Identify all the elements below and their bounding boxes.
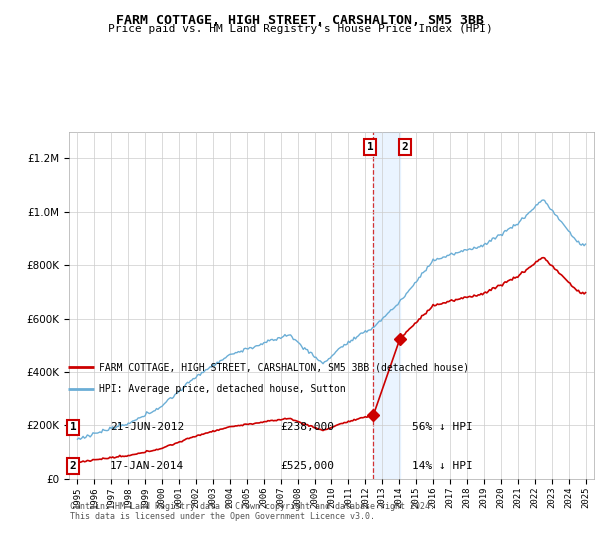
Text: 1: 1 [367, 142, 373, 152]
Text: 17-JAN-2014: 17-JAN-2014 [110, 461, 184, 471]
Text: 56% ↓ HPI: 56% ↓ HPI [412, 422, 473, 432]
Bar [373, 132, 400, 479]
Text: HPI: Average price, detached house, Sutton: HPI: Average price, detached house, Sutt… [100, 384, 346, 394]
Text: 2: 2 [401, 142, 409, 152]
Text: FARM COTTAGE, HIGH STREET, CARSHALTON, SM5 3BB: FARM COTTAGE, HIGH STREET, CARSHALTON, S… [116, 14, 484, 27]
Text: £238,000: £238,000 [281, 422, 335, 432]
Text: £525,000: £525,000 [281, 461, 335, 471]
Text: 14% ↓ HPI: 14% ↓ HPI [412, 461, 473, 471]
Text: Price paid vs. HM Land Registry's House Price Index (HPI): Price paid vs. HM Land Registry's House … [107, 24, 493, 34]
Text: 2: 2 [70, 461, 77, 471]
Text: FARM COTTAGE, HIGH STREET, CARSHALTON, SM5 3BB (detached house): FARM COTTAGE, HIGH STREET, CARSHALTON, S… [100, 362, 470, 372]
Text: 21-JUN-2012: 21-JUN-2012 [110, 422, 184, 432]
Text: Contains HM Land Registry data © Crown copyright and database right 2024.
This d: Contains HM Land Registry data © Crown c… [71, 502, 436, 521]
Text: 1: 1 [70, 422, 77, 432]
